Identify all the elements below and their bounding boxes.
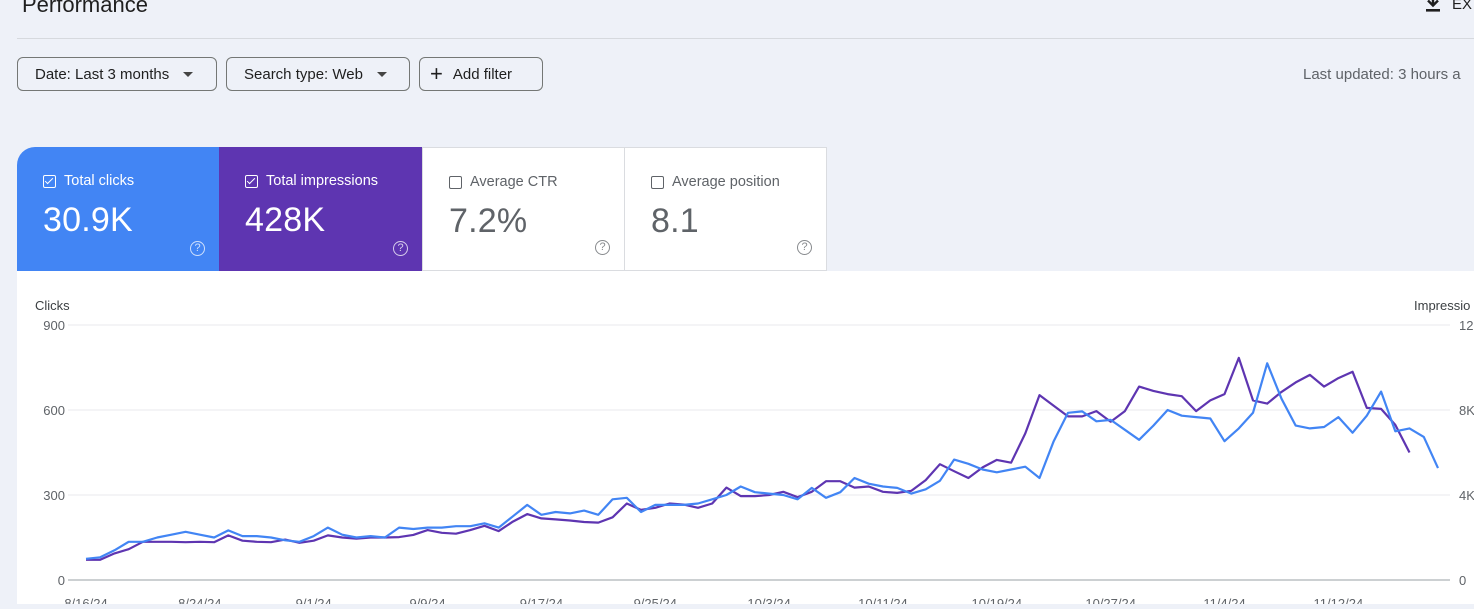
x-tick-label: 8/16/24 — [64, 596, 107, 604]
search-type-chip[interactable]: Search type: Web — [226, 57, 410, 91]
left-tick-label: 900 — [43, 318, 65, 333]
x-tick-label: 9/1/24 — [296, 596, 332, 604]
metric-card-total-impressions[interactable]: Total impressions 428K ? — [219, 147, 422, 271]
clicks-series-line — [85, 362, 1440, 560]
metric-card-average-position[interactable]: Average position 8.1 ? — [624, 147, 827, 271]
add-filter-button[interactable]: + Add filter — [419, 57, 543, 91]
export-label: EX — [1452, 0, 1473, 13]
left-tick-label: 0 — [58, 573, 65, 588]
metric-label: Total impressions — [266, 173, 379, 189]
add-filter-label: Add filter — [452, 65, 513, 83]
metric-label: Average position — [672, 174, 780, 190]
x-tick-label: 8/24/24 — [178, 596, 221, 604]
x-tick-label: 10/27/24 — [1085, 596, 1136, 604]
date-filter-label: Date: Last 3 months — [35, 65, 170, 83]
download-icon — [1426, 0, 1440, 12]
right-tick-label: 12 — [1459, 318, 1473, 333]
right-tick-label: 4K — [1459, 488, 1474, 503]
plus-icon: + — [430, 61, 443, 86]
x-tick-label: 9/9/24 — [409, 596, 445, 604]
x-tick-label: 9/25/24 — [634, 596, 677, 604]
metric-value: 8.1 — [651, 202, 699, 240]
header-divider — [17, 38, 1474, 39]
checkbox-unchecked-icon[interactable] — [449, 175, 462, 189]
x-tick-label: 10/3/24 — [747, 596, 790, 604]
help-icon[interactable]: ? — [190, 241, 205, 256]
impressions-series-line — [86, 356, 1411, 561]
right-tick-label: 0 — [1459, 573, 1466, 588]
x-tick-label: 11/12/24 — [1314, 596, 1364, 604]
metric-card-average-ctr[interactable]: Average CTR 7.2% ? — [422, 147, 624, 271]
help-icon[interactable]: ? — [393, 241, 408, 256]
chart-panel: 900 12 600 8K 300 4K 0 0 Clicks Impressio 8/16/24 8… — [17, 271, 1474, 609]
metric-label: Average CTR — [470, 174, 558, 190]
performance-chart[interactable]: 900 12 600 8K 300 4K 0 0 Clicks Impressio 8/16/24 8… — [17, 271, 1474, 609]
last-updated-text: Last updated: 3 hours a — [1303, 66, 1461, 83]
left-axis-label: Clicks — [35, 298, 70, 313]
search-type-label: Search type: Web — [244, 65, 363, 83]
x-tick-label: 9/17/24 — [520, 596, 563, 604]
page-title: Performance — [22, 0, 148, 17]
metric-label: Total clicks — [64, 173, 135, 189]
checkbox-unchecked-icon[interactable] — [651, 175, 664, 189]
metric-value: 30.9K — [43, 201, 133, 239]
dropdown-arrow-icon — [183, 71, 194, 77]
checkbox-checked-icon[interactable] — [43, 174, 56, 188]
left-tick-label: 300 — [43, 488, 65, 503]
metric-value: 7.2% — [449, 202, 528, 240]
metric-cards: Total clicks 30.9K ? Total impressions 4… — [17, 147, 827, 271]
left-tick-label: 600 — [43, 403, 65, 418]
metric-card-total-clicks[interactable]: Total clicks 30.9K ? — [17, 147, 219, 271]
metric-value: 428K — [245, 201, 326, 239]
right-tick-label: 8K — [1459, 403, 1474, 418]
x-tick-label: 10/19/24 — [972, 596, 1023, 604]
help-icon[interactable]: ? — [595, 240, 610, 255]
help-icon[interactable]: ? — [797, 240, 812, 255]
export-button[interactable]: EX — [1424, 0, 1472, 14]
dropdown-arrow-icon — [376, 71, 387, 77]
checkbox-checked-icon[interactable] — [245, 174, 258, 188]
date-filter-chip[interactable]: Date: Last 3 months — [17, 57, 217, 91]
right-axis-label: Impressio — [1414, 298, 1470, 313]
x-tick-label: 11/4/24 — [1203, 596, 1245, 604]
x-tick-label: 10/11/24 — [858, 596, 908, 604]
